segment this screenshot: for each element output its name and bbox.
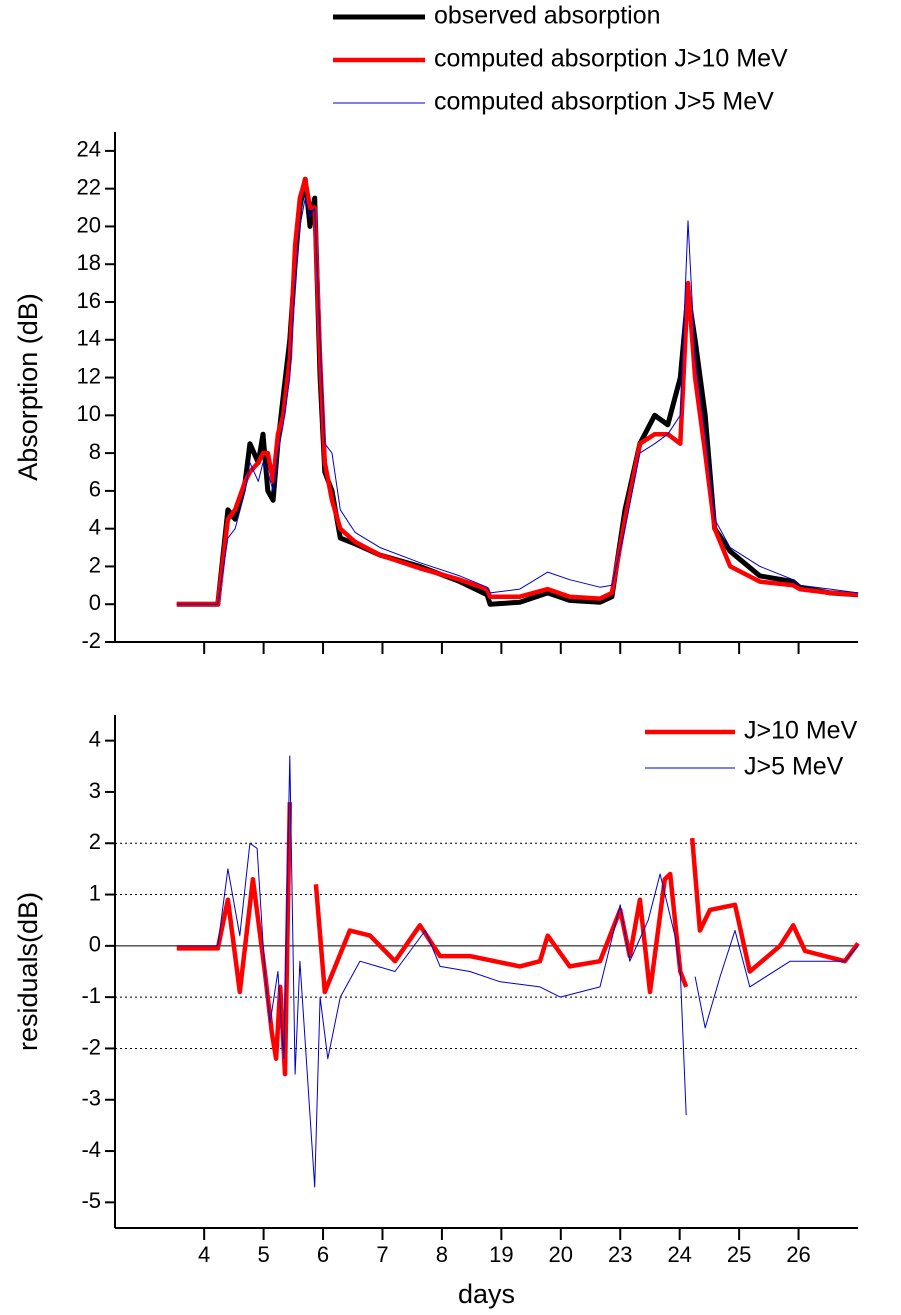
x-tick-label: 23 [608,1242,632,1267]
y-tick-label: -5 [81,1188,101,1213]
x-axis-label: days [458,1279,515,1309]
y-tick-label: 16 [77,288,101,313]
y-axis-label: Absorption (dB) [13,293,43,481]
y-tick-label: 8 [89,439,101,464]
legend-label: J>10 MeV [744,717,858,745]
y-tick-label: 6 [89,477,101,502]
y-tick-label: 10 [77,401,101,426]
y-axis-label: residuals(dB) [13,892,43,1051]
y-tick-label: 3 [89,778,101,803]
x-tick-label: 26 [786,1242,810,1267]
series-line [176,176,859,607]
legend-label: J>5 MeV [744,753,844,781]
y-tick-label: 0 [89,932,101,957]
y-tick-label: 18 [77,250,101,275]
legend-label: observed absorption [434,2,661,30]
series-line [176,176,859,607]
y-tick-label: 22 [77,174,101,199]
y-tick-label: 4 [89,514,101,539]
x-tick-label: 7 [376,1242,388,1267]
y-tick-label: 0 [89,590,101,615]
x-tick-label: 8 [436,1242,448,1267]
y-tick-label: 4 [89,726,101,751]
series-line [176,755,859,1188]
y-tick-label: -2 [81,1034,101,1059]
x-tick-label: 5 [257,1242,269,1267]
y-tick-label: -4 [81,1137,101,1162]
y-tick-label: 24 [77,137,101,162]
y-tick-label: -1 [81,983,101,1008]
x-tick-label: 4 [198,1242,210,1267]
x-tick-label: 19 [489,1242,513,1267]
y-tick-label: 2 [89,829,101,854]
y-tick-label: 1 [89,880,101,905]
y-tick-label: 12 [77,363,101,388]
x-tick-label: 20 [549,1242,573,1267]
y-tick-label: 20 [77,212,101,237]
x-tick-label: 25 [727,1242,751,1267]
legend-label: computed absorption J>5 MeV [434,88,774,116]
x-tick-label: 24 [667,1242,691,1267]
y-tick-label: 2 [89,552,101,577]
x-tick-label: 6 [317,1242,329,1267]
y-tick-label: -2 [81,628,101,653]
legend-label: computed absorption J>10 MeV [434,45,788,73]
y-tick-label: 14 [77,326,101,351]
series-line [176,197,859,605]
y-tick-label: -3 [81,1086,101,1111]
